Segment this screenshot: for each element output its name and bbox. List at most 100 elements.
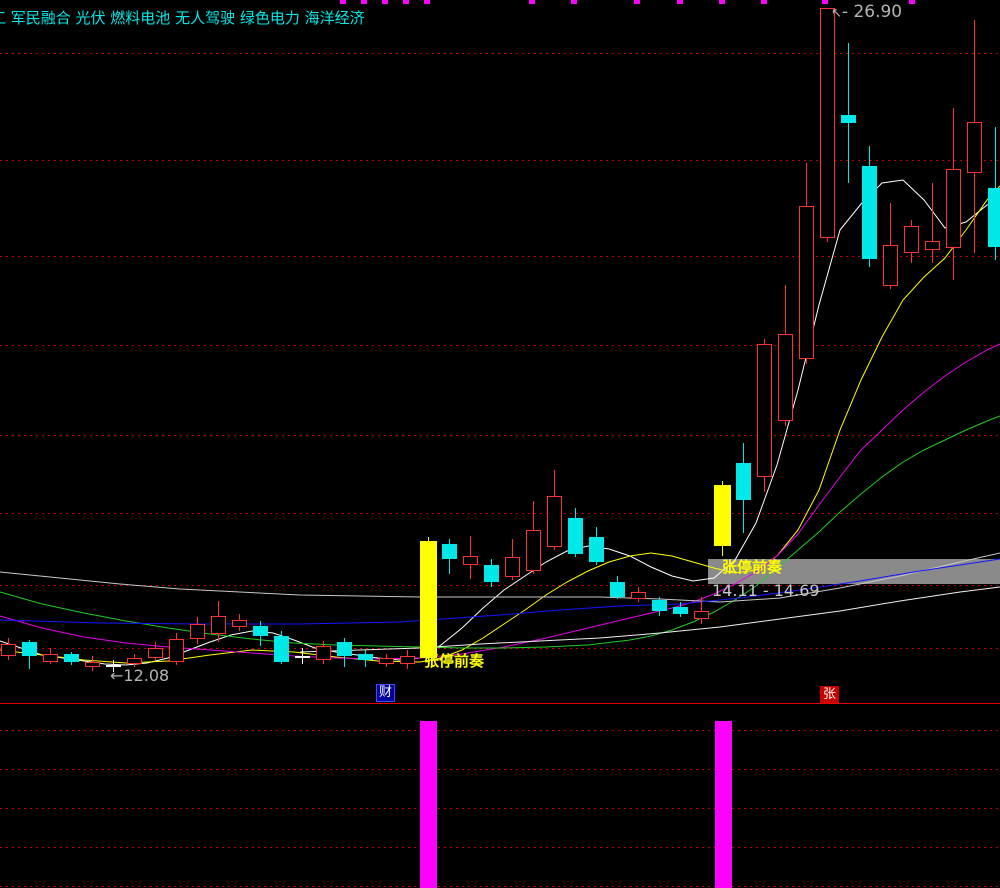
candle-down [862,166,877,259]
candle-wick [344,638,345,667]
candle-down [274,635,289,662]
top-tick-mark [761,0,767,4]
candle-up [526,530,541,572]
top-tick-mark [424,0,430,4]
top-tick-mark [571,0,577,4]
ma-white-slow [299,586,1000,653]
candle-wick [533,501,534,575]
candle-down [610,582,625,597]
candle-wick [512,539,513,581]
candle-down [736,462,751,500]
indicator-gridline [0,886,1000,887]
candle-wick [596,527,597,566]
price-gridline [0,53,1000,54]
candle-wick [806,163,807,364]
signal-volume-bar [715,721,732,888]
ma-yellow [0,185,1000,664]
candle-up [904,225,919,253]
candle-wick [764,339,765,493]
candle-up [799,205,814,360]
candle-wick [554,469,555,551]
candle-doji-bar [106,665,121,668]
candle-wick [407,649,408,670]
signal-price-range-label: 14.11 - 14.69 [712,581,820,600]
top-tick-mark [382,0,388,4]
candle-down [22,642,37,656]
candle-wick [197,616,198,644]
candle-down [988,188,1000,247]
zhang-marker-badge: 张 [820,686,840,704]
cai-marker-badge: 财 [376,684,396,702]
signal-volume-bar [420,721,437,888]
signal-text-1: 张停前奏 [424,652,485,670]
signal-highlight-band [708,559,1000,584]
candle-down [568,517,583,555]
candle-wick [29,640,30,669]
price-gridline [0,435,1000,436]
candle-wick [974,20,975,253]
candle-wick [470,536,471,580]
price-gridline [0,160,1000,161]
indicator-gridline [0,847,1000,848]
candle-down [253,625,268,636]
candle-wick [827,8,828,242]
candle-wick [491,559,492,588]
candle-up [820,8,835,238]
lowest-price-label: ←12.08 [110,668,169,684]
candle-wick [953,107,954,280]
candle-down [841,115,856,123]
candle-up [43,653,58,662]
candle-down [673,607,688,615]
candle-wick [134,654,135,668]
candle-wick [8,637,9,660]
candle-wick [659,596,660,617]
price-gridline [0,648,1000,649]
candle-wick [428,537,429,660]
candle-wick [50,648,51,665]
ma-fast-white [0,179,1000,666]
top-tick-mark [340,0,346,4]
candle-up [232,620,247,628]
candle-up [883,244,898,286]
candle-wick [911,219,912,263]
top-tick-mark [361,0,367,4]
candle-wick [638,586,639,603]
candle-up [1,643,16,656]
candle-doji-bar [295,655,310,658]
candle-down [652,600,667,612]
concept-tag-bar[interactable]: 工 军民融合 光伏 燃料电池 无人驾驶 绿色电力 海洋经济 [0,9,365,27]
candle-up [148,647,163,658]
top-tick-mark [677,0,683,4]
ma-blue [0,558,1000,625]
top-tick-mark [403,0,409,4]
candle-wick [848,42,849,184]
candle-wick [701,597,702,624]
candle-wick [890,202,891,290]
candle-wick [218,600,219,643]
candle-wick [92,655,93,671]
price-gridline [0,256,1000,257]
candle-up [757,344,772,477]
price-gridline [0,513,1000,514]
candle-wick [932,183,933,263]
candle-up [946,169,961,249]
price-gridline [0,585,1000,586]
candle-doji-wick [113,659,114,672]
candle-wick [323,641,324,665]
candle-wick [239,614,240,632]
candle-wick [722,481,723,557]
candle-wick [617,576,618,600]
candle-up [778,334,793,422]
ma-green [0,415,1000,649]
top-tick-mark [909,0,915,4]
candle-up [505,557,520,578]
left-arrow-icon: ← [110,666,124,685]
candle-wick [743,442,744,534]
candle-up [694,611,709,619]
panel-divider-line [0,703,1000,704]
